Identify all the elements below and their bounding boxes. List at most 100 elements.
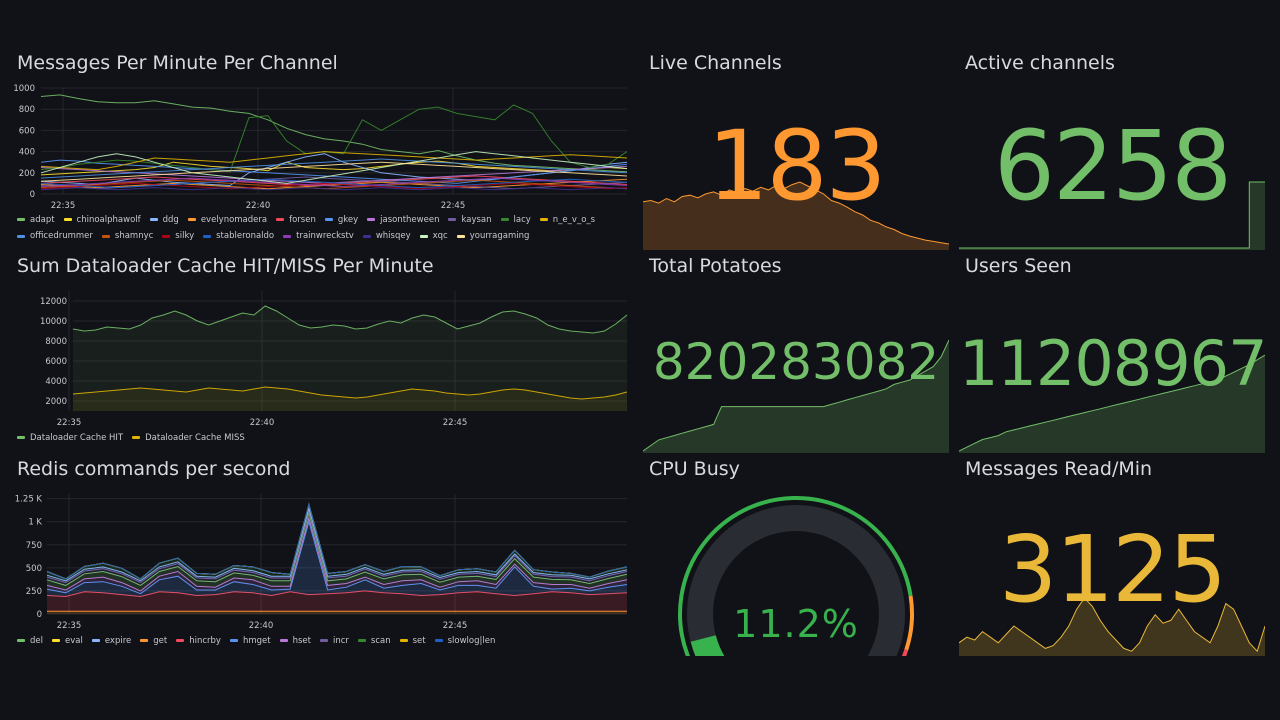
dataloader-legend: Dataloader Cache HIT Dataloader Cache MIS… (17, 429, 627, 446)
legend-swatch (176, 639, 185, 642)
legend-item[interactable]: set (399, 633, 426, 649)
legend-item[interactable]: n_e_v_o_s (539, 212, 595, 228)
legend-swatch (229, 639, 238, 642)
legend-label: yourragaming (469, 231, 530, 241)
legend-item[interactable]: silky (162, 228, 194, 244)
legend-swatch (367, 218, 376, 221)
legend-swatch (276, 218, 285, 221)
legend-label: whisqey (375, 231, 411, 241)
legend-label: get (153, 635, 168, 646)
legend-item[interactable]: incr (319, 633, 349, 649)
legend-item[interactable]: Dataloader Cache MISS (132, 430, 245, 446)
legend-label: hincrby (189, 635, 221, 646)
y-tick-label: 0 (30, 190, 35, 200)
legend-item[interactable]: xqc (419, 228, 448, 244)
series-line (40, 151, 628, 184)
series-line (46, 508, 628, 584)
y-tick-label: 400 (19, 148, 35, 158)
legend-swatch (17, 436, 25, 439)
legend-item[interactable]: shamnyc (101, 228, 154, 244)
legend-label: del (30, 635, 43, 646)
sparkline-line (959, 354, 1265, 452)
cpu-busy-value: 11.2% (733, 602, 859, 646)
legend-item[interactable]: hincrby (176, 633, 221, 649)
legend-label: incr (332, 635, 349, 646)
legend-label: adapt (30, 214, 55, 225)
legend-item[interactable]: del (17, 633, 43, 649)
messages-read-value: 3125 (998, 516, 1227, 623)
legend-item[interactable]: hset (279, 633, 311, 649)
live-channels-sparkline (643, 181, 949, 250)
legend-label: evelynomadera (200, 214, 268, 225)
legend-item[interactable]: whisqey (362, 228, 411, 244)
legend-item[interactable]: adapt (17, 212, 55, 228)
y-tick-label: 0 (37, 610, 42, 620)
series-area (47, 590, 627, 612)
legend-item[interactable]: ddg (149, 212, 179, 228)
dataloader-chart[interactable]: 12000 10000 8000 6000 4000 2000 22:35 22:40 22:4… (11, 283, 633, 433)
sparkline-line (643, 181, 949, 245)
legend-label: xqc (432, 231, 448, 241)
legend-item[interactable]: forsen (276, 212, 316, 228)
legend-label: gkey (337, 214, 359, 225)
legend-label: shamnyc (114, 231, 154, 241)
legend-item[interactable]: chinoalphawolf (63, 212, 141, 228)
y-tick-label: 4000 (45, 377, 67, 387)
legend-item[interactable]: trainwreckstv (283, 228, 354, 244)
y-tick-label: 600 (19, 126, 35, 136)
legend-item[interactable]: Dataloader Cache HIT (17, 430, 123, 446)
legend-swatch (324, 218, 333, 221)
series-line (40, 177, 628, 188)
redis-chart[interactable]: 1.25 K 1 K 750 500 250 0 22:35 22:40 22:45 (11, 486, 633, 636)
active-channels-value: 6258 (993, 110, 1232, 222)
legend-item[interactable]: expire (91, 633, 132, 649)
legend-label: slowlog|len (447, 635, 496, 646)
legend-item[interactable]: officedrummer (17, 228, 93, 244)
legend-item[interactable]: evelynomadera (187, 212, 268, 228)
y-tick-label: 500 (26, 564, 42, 574)
x-tick-label: 22:45 (443, 621, 468, 631)
legend-swatch (434, 639, 443, 642)
legend-swatch (279, 639, 288, 642)
y-tick-label: 1 K (28, 518, 42, 528)
x-tick-label: 22:40 (250, 418, 275, 428)
legend-label: expire (104, 635, 132, 646)
legend-item[interactable]: yourragaming (456, 228, 530, 244)
legend-item[interactable]: eval (52, 633, 83, 649)
messages-per-channel-chart[interactable]: 1000 800 600 400 200 0 22:35 22:40 22:45 (11, 80, 633, 240)
x-tick-label: 22:45 (443, 418, 468, 428)
legend-swatch (17, 639, 25, 642)
users-seen-panel: Users Seen 11208967 (959, 255, 1265, 453)
live-channels-panel: Live Channels 183 (643, 52, 949, 250)
series-line (46, 516, 628, 592)
legend-item[interactable]: scan (357, 633, 391, 649)
legend-item[interactable]: gkey (324, 212, 359, 228)
total-potatoes-sparkline (643, 339, 949, 453)
legend-label: scan (370, 635, 391, 646)
series-line (46, 506, 628, 582)
legend-item[interactable]: stableronaldo (203, 228, 274, 244)
y-tick-label: 2000 (45, 397, 67, 407)
legend-label: jasontheween (380, 214, 440, 225)
legend-label: stableronaldo (216, 231, 275, 241)
legend-label: eval (65, 635, 83, 646)
legend-label: Dataloader Cache MISS (145, 432, 245, 443)
series-line (40, 159, 628, 184)
legend-item[interactable]: jasontheween (367, 212, 439, 228)
legend-label: Dataloader Cache HIT (30, 432, 124, 443)
series-area (47, 521, 627, 597)
sparkline-area (643, 340, 949, 453)
legend-swatch (203, 234, 212, 238)
active-channels-panel: Active channels 6258 (959, 52, 1265, 250)
legend-item[interactable]: hmget (229, 633, 271, 649)
legend-item[interactable]: get (140, 633, 167, 649)
legend-item[interactable]: lacy (500, 212, 531, 228)
panel-title: Users Seen (965, 255, 1072, 277)
series-line (40, 94, 628, 173)
legend-item[interactable]: slowlog|len (434, 633, 496, 649)
legend-label: chinoalphawolf (76, 214, 141, 225)
series-line (46, 511, 628, 586)
series-area (73, 306, 627, 411)
legend-item[interactable]: kaysan (448, 212, 492, 228)
legend-swatch (399, 639, 408, 642)
